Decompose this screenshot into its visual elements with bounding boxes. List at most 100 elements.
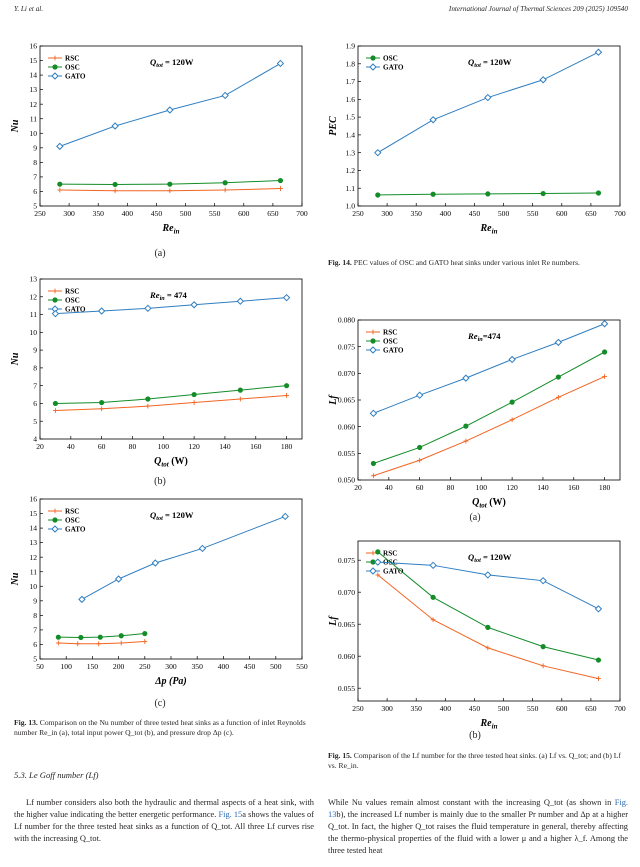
fig14-ytick-label: 1.8 [346,59,356,68]
fig15a-ylabel: Lf [328,394,339,406]
fig13a-ytick-label: 7 [33,173,37,182]
fig13b-ytick-label: 7 [33,381,37,390]
figure-14-caption: Fig. 14. PEC values of OSC and GATO heat… [328,258,628,268]
fig13b-annotation: Rein = 474 [149,290,188,302]
fig13a-xtick-label: 700 [296,209,308,218]
fig13c-ytick-label: 8 [33,611,37,620]
fig15a-point-osc [509,399,515,405]
figure-13-caption: Fig. 13. Comparison on the Nu number of … [14,718,314,739]
fig13a-point-osc [57,181,63,187]
fig15a-ytick-label: 0.065 [338,396,355,405]
section-heading: 5.3. Le Goff number (Lf) [14,770,99,780]
fig13c-point-osc [142,630,148,637]
fig13c-legend-label-gato: GATO [65,526,86,534]
fig13c-series-gato [81,515,286,600]
figure-14: 250 300 350 400 450 500 550 600 650 700 1.0 1.1 1.2 1… [328,40,628,240]
fig15b-ytick-label: 0.060 [338,652,355,661]
fig13c-point-osc [118,633,124,639]
fig13a-ytick-label: 5 [33,202,37,211]
fig13c-point-gato [151,559,159,567]
fig13a-point-gato [166,106,174,114]
fig13a-legend-marker-osc [52,64,58,70]
fig13c-ytick-label: 14 [29,524,37,533]
paragraph-right-part1: While Nu values remain almost constant w… [328,798,615,807]
fig14-point-osc [540,190,546,197]
fig14-ylabel: PEC [328,116,339,136]
fig13a-ytick-label: 12 [29,100,37,109]
running-header-journal: International Journal of Thermal Science… [448,5,628,13]
fig15b-legend-marker-gato [369,567,377,575]
fig15a-legend-marker-gato [369,346,377,354]
fig15b-point-rsc [485,645,491,651]
fig15b-legend-label-gato: GATO [383,568,404,576]
figure-14-caption-label: Fig. 14. [328,258,352,267]
fig13c-ytick-label: 11 [30,567,38,576]
fig13a-legend-label-rsc: RSC [65,55,79,63]
fig15a-ytick-label: 0.050 [338,476,355,485]
fig13b-ytick-label: 10 [29,328,37,337]
fig14-ytick-label: 1.7 [346,77,356,86]
fig15a-xtick-label: 140 [537,483,549,492]
fig13b-point-osc [145,396,151,402]
fig15b-point-gato [539,576,547,585]
fig13b-point-rsc [237,396,243,402]
fig13b-xtick-label: 80 [129,442,137,451]
fig15b-point-rsc [375,572,381,578]
body-paragraph-right: While Nu values remain almost constant w… [328,797,628,857]
fig13a-ytick-label: 14 [29,71,37,80]
fig13b-ytick-label: 6 [33,399,37,408]
fig13b-point-rsc [53,408,58,413]
fig14-ytick-label: 1.9 [346,42,356,51]
figure-15b: 250 300 350 400 450 500 550 600 650 700 0.055 0.060… [328,535,628,735]
fig15a-legend-marker-rsc [370,329,376,335]
fig13b-series-gato [55,297,287,315]
fig15a-xtick-label: 40 [385,483,393,492]
fig13c-ytick-label: 12 [29,553,37,562]
figure-15-reference-link[interactable]: Fig. 15 [218,810,243,819]
fig13c-ytick-label: 10 [29,582,37,591]
figure-15-caption-label: Fig. 15. [328,751,352,760]
fig13b-point-rsc [284,393,289,398]
fig13b-ytick-label: 12 [29,292,37,301]
fig14-series-gato [377,51,599,154]
fig13c-legend-marker-osc [52,517,58,523]
fig13b-point-osc [191,391,197,398]
fig14-svg: 250 300 350 400 450 500 550 600 650 700 1.0 1.1 1.2 1… [328,42,626,236]
fig13b-point-rsc [99,406,105,412]
fig13c-xtick-label: 200 [113,662,125,671]
fig15b-xtick-label: 400 [440,704,452,713]
fig15a-svg: 20 40 60 80 100 120 140 160 180 0.050 0.055 0.060 0.… [328,316,621,510]
fig14-xtick-label: 550 [527,209,539,218]
fig15b-point-osc [595,657,602,663]
figure-15-caption-text: Comparison of the Lf number for the thre… [328,751,621,771]
fig13c-point-gato [114,575,123,583]
fig13c-xtick-label: 500 [270,662,282,671]
fig13c-xlabel: Δp (Pa) [154,676,187,687]
fig15a-point-osc [601,349,608,355]
fig13a-ytick-label: 10 [29,129,37,138]
fig13c-legend-label-osc: OSC [65,517,80,525]
fig13a-xtick-label: 450 [151,209,163,218]
fig13b-legend-label-rsc: RSC [65,288,79,296]
fig14-ytick-label: 1.3 [346,148,356,157]
fig14-xtick-label: 350 [411,209,423,218]
fig13a-point-osc [222,180,228,186]
fig15a-legend-label-osc: OSC [383,338,398,346]
fig15b-xtick-label: 650 [585,704,597,713]
fig13c-ytick-label: 5 [33,655,37,664]
fig13a-point-osc [167,181,173,187]
fig14-point-gato [429,116,437,124]
fig13c-ytick-label: 9 [33,596,37,605]
fig13c-ytick-label: 15 [29,509,37,518]
fig13a-legend-label-gato: GATO [65,73,86,81]
fig13c-xtick-label: 350 [192,662,204,671]
fig14-legend-marker-gato [369,63,377,71]
fig13a-point-gato [111,122,119,130]
paragraph-left-part2: a shows the values of Lf number for the … [14,810,314,843]
fig13b-ytick-label: 13 [29,275,37,284]
fig15a-ytick-label: 0.070 [338,369,355,378]
fig14-axes-frame [357,45,621,207]
figure-13-reference-link[interactable]: Fig. 13 [328,798,628,819]
figure-14-caption-text: PEC values of OSC and GATO heat sinks un… [353,258,580,267]
fig14-ytick-label: 1.1 [346,184,356,193]
